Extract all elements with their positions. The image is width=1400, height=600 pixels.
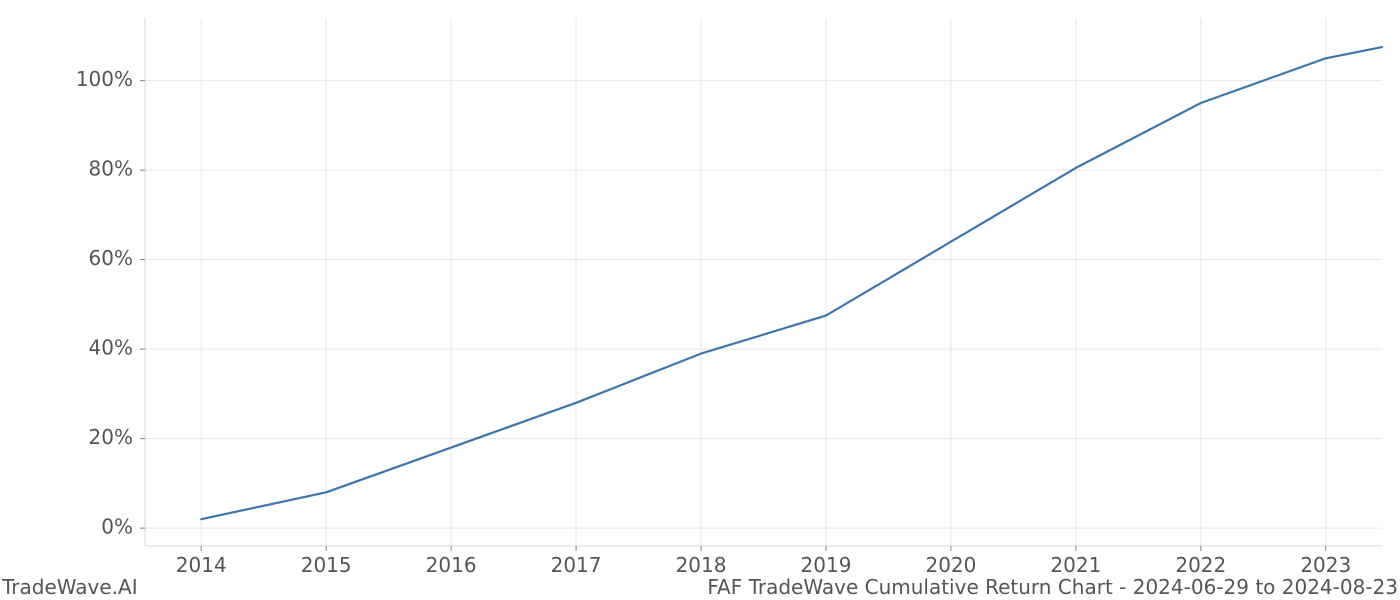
- x-tick-label: 2016: [426, 553, 477, 577]
- y-tick-label: 40%: [89, 336, 133, 360]
- footer-right: FAF TradeWave Cumulative Return Chart - …: [707, 575, 1398, 599]
- x-tick-label: 2014: [176, 553, 227, 577]
- x-tick-label: 2022: [1175, 553, 1226, 577]
- x-tick-label: 2019: [801, 553, 852, 577]
- x-tick-label: 2023: [1300, 553, 1351, 577]
- x-tick-label: 2021: [1050, 553, 1101, 577]
- x-tick-label: 2015: [301, 553, 352, 577]
- chart-container: 2014 2015 2016 2017 2018 2019 2020 2021 2022 2023…: [0, 0, 1400, 600]
- x-tick-label: 2018: [676, 553, 727, 577]
- y-tick-label: 80%: [89, 157, 133, 181]
- footer-left: TradeWave.AI: [1, 575, 138, 599]
- x-tick-label: 2020: [925, 553, 976, 577]
- x-tick-label: 2017: [551, 553, 602, 577]
- y-tick-label: 20%: [89, 425, 133, 449]
- line-chart: 2014 2015 2016 2017 2018 2019 2020 2021 2022 2023…: [0, 0, 1400, 600]
- y-tick-label: 0%: [101, 515, 133, 539]
- y-tick-label: 100%: [76, 67, 133, 91]
- y-tick-label: 60%: [89, 246, 133, 270]
